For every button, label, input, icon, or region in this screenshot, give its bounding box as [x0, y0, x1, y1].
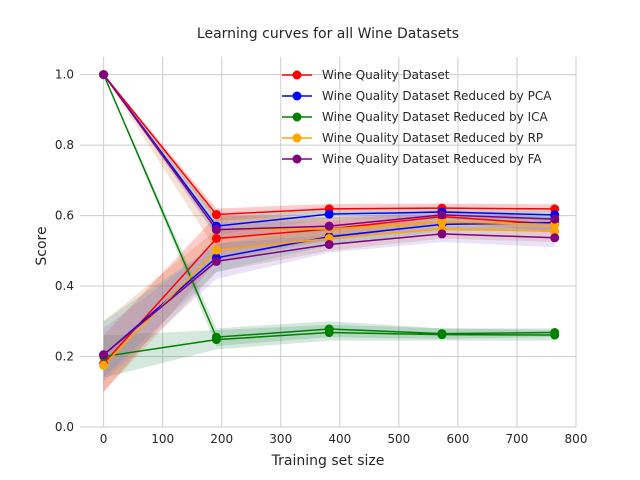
train-point	[437, 217, 447, 227]
legend-label: Wine Quality Dataset Reduced by PCA	[322, 89, 552, 103]
test-point	[99, 360, 109, 370]
train-band	[103, 74, 555, 237]
test-point	[437, 330, 447, 340]
grid-lines	[80, 57, 577, 428]
test-point	[437, 229, 447, 239]
x-tick-label: 0	[100, 432, 108, 446]
test-point	[211, 256, 221, 266]
train-point	[211, 210, 221, 220]
x-tick-label: 600	[446, 432, 469, 446]
test-point	[324, 239, 334, 249]
legend-label: Wine Quality Dataset Reduced by FA	[322, 152, 542, 166]
train-point	[211, 225, 221, 235]
x-tick-label: 300	[269, 432, 292, 446]
legend-marker	[292, 154, 302, 164]
legend-marker	[292, 70, 302, 80]
x-axis-ticks: 0 100 200 300 400 500 600 700 800	[100, 432, 588, 446]
train-point	[324, 221, 334, 231]
train-point	[437, 210, 447, 220]
legend-label: Wine Quality Dataset Reduced by ICA	[322, 110, 549, 124]
legend: Wine Quality Dataset Wine Quality Dataset…	[282, 68, 552, 166]
legend-label: Wine Quality Dataset Reduced by RP	[322, 131, 543, 145]
legend-marker	[292, 133, 302, 143]
x-tick-label: 500	[387, 432, 410, 446]
test-point	[324, 328, 334, 338]
test-point	[550, 330, 560, 340]
train-band	[103, 74, 555, 221]
test-point	[550, 233, 560, 243]
y-tick-label: 0.2	[55, 350, 74, 364]
y-axis-label: Score	[34, 226, 50, 265]
x-tick-label: 700	[505, 432, 528, 446]
x-tick-label: 100	[151, 432, 174, 446]
series-points	[99, 70, 560, 370]
chart-title: Learning curves for all Wine Datasets	[197, 26, 459, 42]
y-tick-label: 1.0	[55, 68, 74, 82]
train-point	[99, 70, 109, 80]
train-point	[324, 209, 334, 219]
x-tick-label: 400	[328, 432, 351, 446]
test-point	[550, 226, 560, 236]
legend-marker	[292, 112, 302, 122]
train-point	[550, 214, 560, 224]
x-tick-label: 800	[565, 432, 588, 446]
x-axis-label: Training set size	[271, 453, 385, 469]
test-point	[211, 233, 221, 243]
legend-marker	[292, 91, 302, 101]
x-tick-label: 200	[210, 432, 233, 446]
y-tick-label: 0.6	[55, 209, 74, 223]
legend-label: Wine Quality Dataset	[322, 68, 450, 82]
test-point	[99, 350, 109, 360]
y-tick-label: 0.8	[55, 138, 74, 152]
test-point	[211, 245, 221, 255]
test-point	[211, 335, 221, 345]
y-tick-label: 0.4	[55, 279, 74, 293]
y-axis-ticks: 0.0 0.2 0.4 0.6 0.8 1.0	[55, 68, 74, 434]
y-tick-label: 0.0	[55, 420, 74, 434]
